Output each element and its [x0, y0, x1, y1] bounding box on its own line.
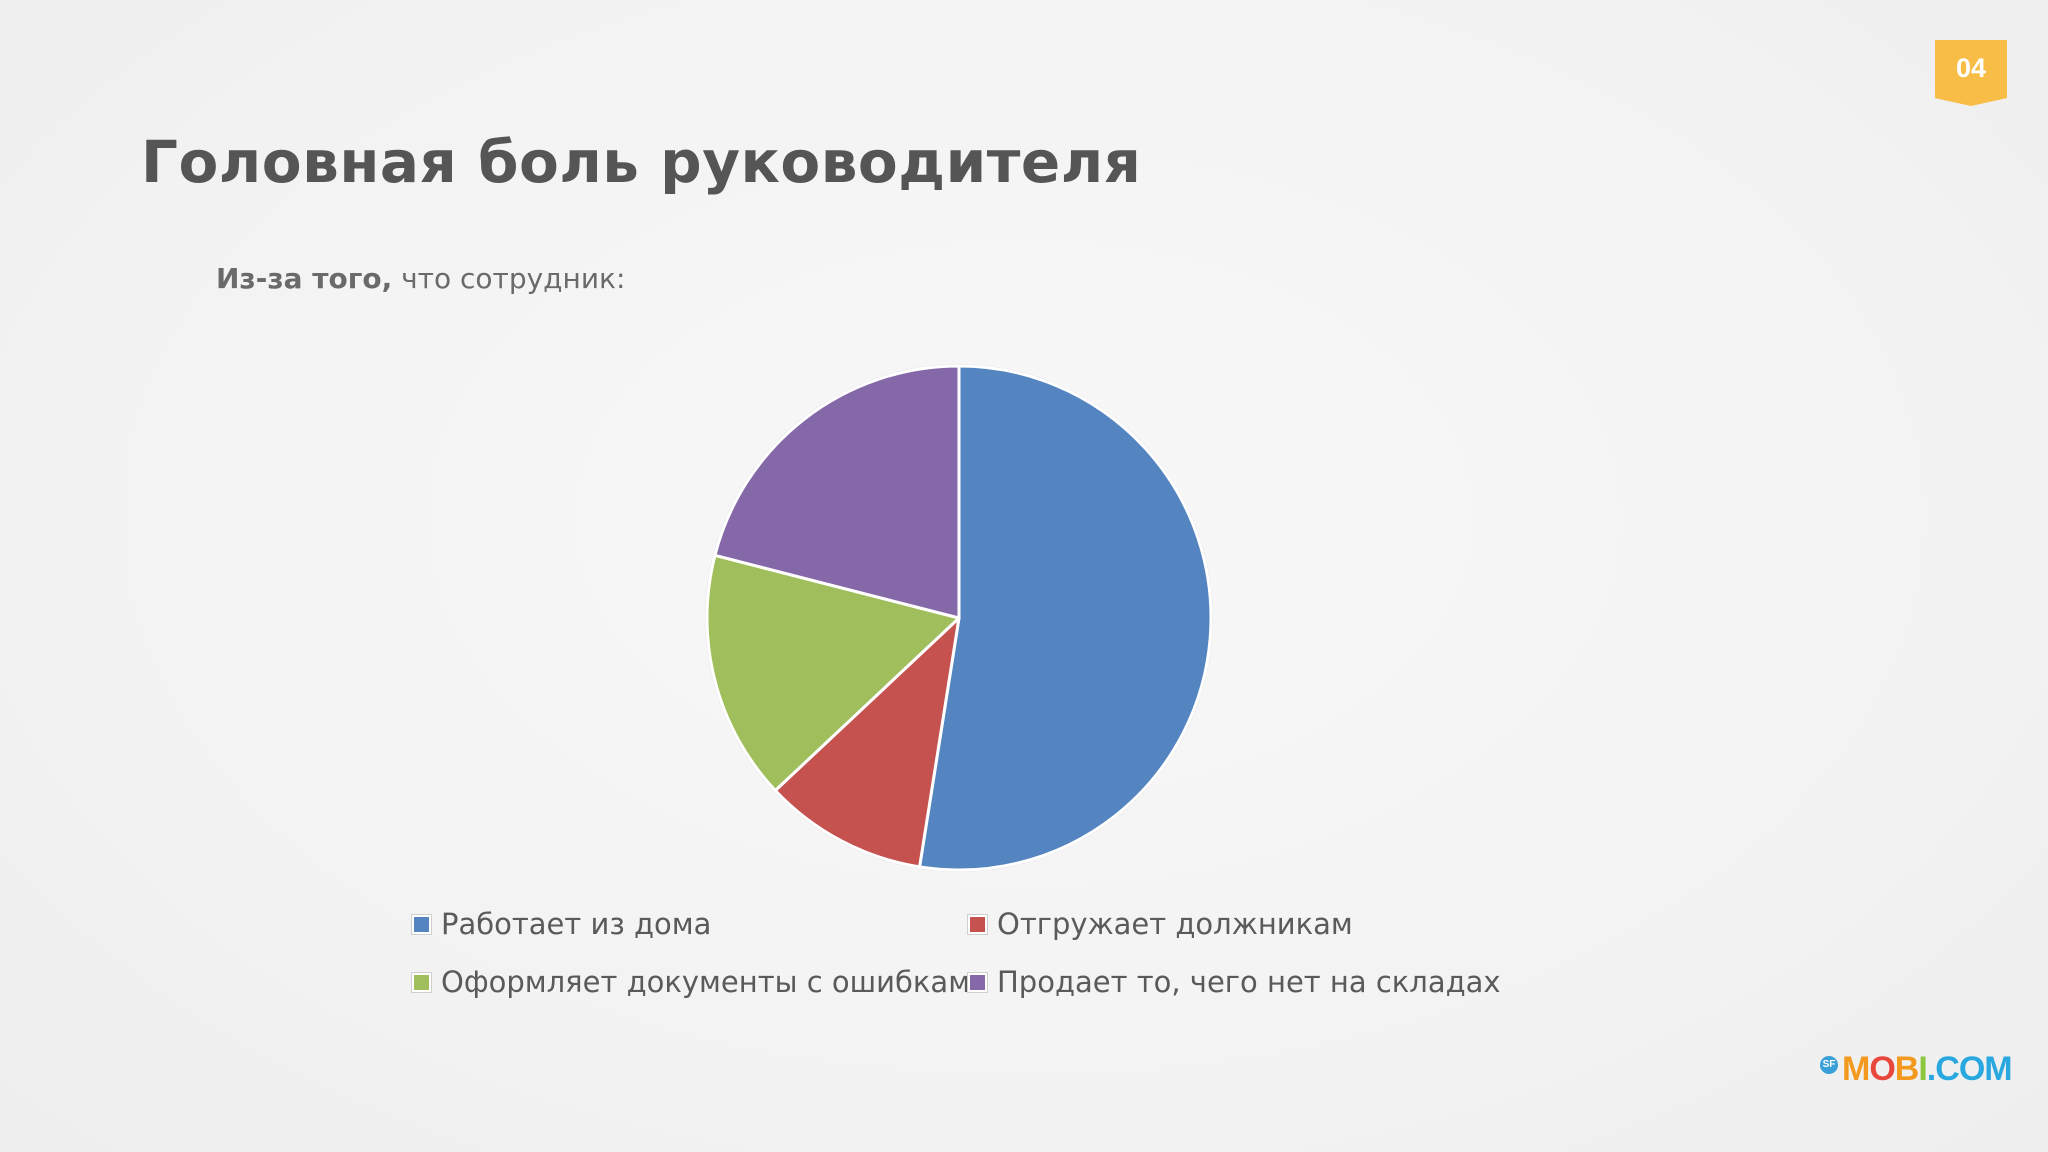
- pie-slice-3[interactable]: [705, 553, 961, 793]
- page-number: 04: [1955, 53, 1987, 83]
- legend-item: Работает из дома: [412, 907, 711, 941]
- mobi-logo: SF MOBI.COM: [1820, 1050, 2013, 1089]
- pie-slice-1[interactable]: [918, 364, 1213, 872]
- legend-label: Отгружает должникам: [997, 907, 1353, 941]
- pie-slice-4[interactable]: [713, 364, 961, 620]
- logo-badge-icon: SF: [1820, 1055, 1838, 1074]
- logo-text: MOBI.COM: [1842, 1050, 2013, 1088]
- subtitle-rest: что сотрудник:: [392, 262, 626, 295]
- legend-item: Оформляет документы с ошибками: [412, 965, 989, 999]
- page-number-badge: 04: [1935, 40, 2007, 106]
- legend-item: Продает то, чего нет на складах: [968, 965, 1501, 999]
- legend-swatch: [412, 914, 431, 934]
- legend-item: Отгружает должникам: [968, 907, 1353, 941]
- legend-label: Оформляет документы с ошибками: [441, 965, 989, 999]
- legend-label: Продает то, чего нет на складах: [997, 965, 1501, 999]
- subtitle-bold: Из-за того,: [216, 262, 393, 295]
- chart-legend: Работает из дома Отгружает должникам Оформ…: [412, 907, 1512, 1037]
- legend-swatch: [412, 972, 431, 992]
- pie-slice-2[interactable]: [773, 616, 961, 869]
- legend-label: Работает из дома: [441, 907, 712, 941]
- slide-title: Головная боль руководителя: [141, 128, 1142, 196]
- legend-swatch: [968, 914, 987, 934]
- legend-swatch: [968, 972, 987, 992]
- slide-subtitle: Из-за того, что сотрудник:: [216, 262, 625, 295]
